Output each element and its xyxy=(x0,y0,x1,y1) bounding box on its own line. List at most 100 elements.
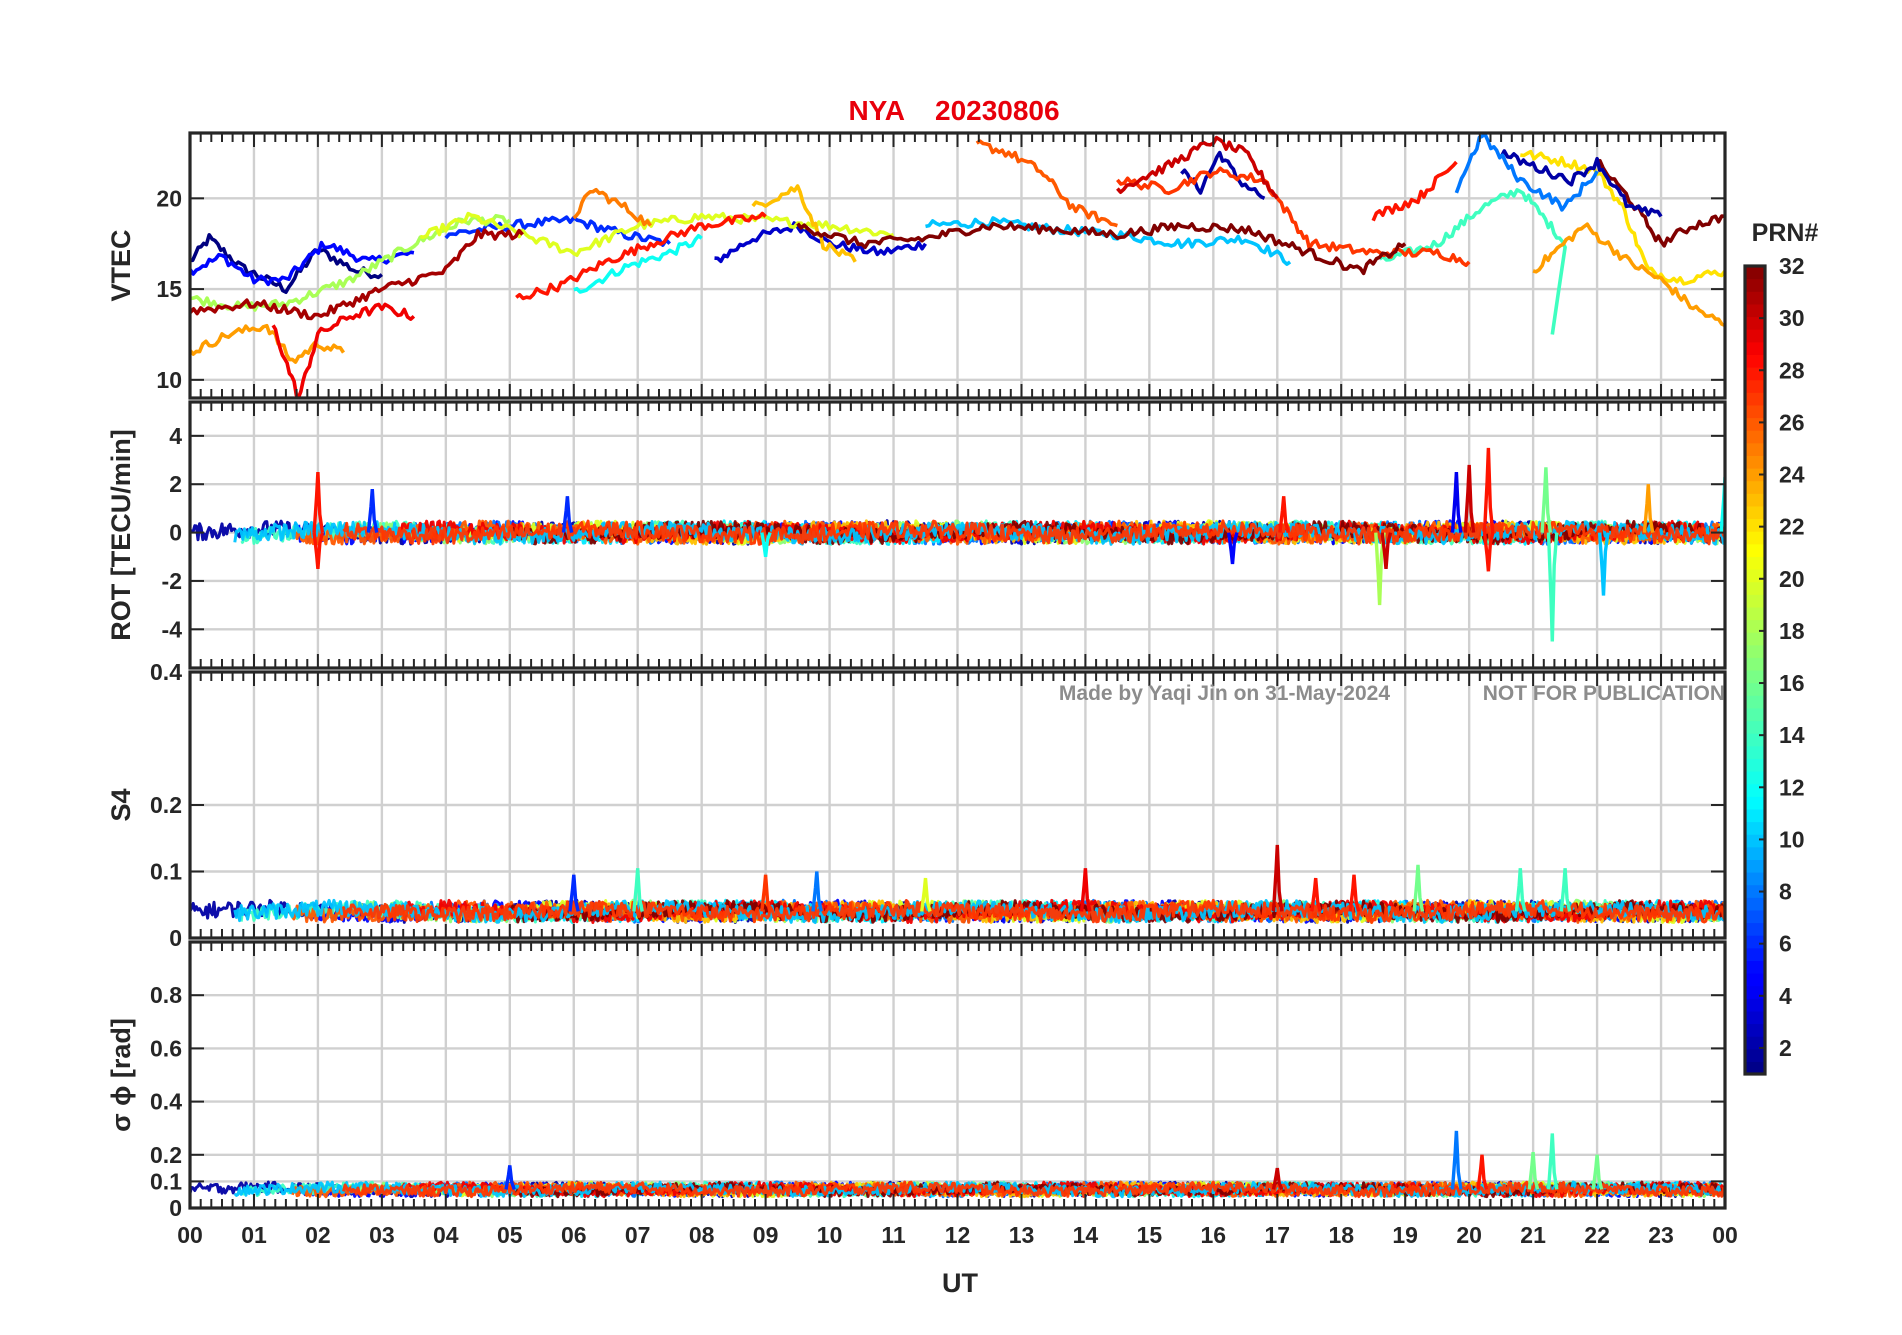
s4-spike xyxy=(920,877,932,912)
y-tick-label: -4 xyxy=(162,616,183,642)
colorbar-segment xyxy=(1745,619,1765,633)
colorbar-segment xyxy=(1745,695,1765,709)
colorbar-tick-label: 20 xyxy=(1779,566,1805,592)
x-tick-label: 13 xyxy=(1009,1222,1035,1248)
y-tick-label: 0.2 xyxy=(150,792,182,818)
vtec-series-prn-24 xyxy=(1532,222,1725,328)
rot-spike xyxy=(1482,532,1495,572)
x-axis: 00 01 02 03 04 05 06 07 08 09 10 11 12 13 14 15 16 17 18 19… xyxy=(177,1222,1738,1248)
rot-series-prn-27 xyxy=(342,519,1725,546)
panel-sigma_phi: 00.10.2 0.4 0.6 0.8 σ ϕ [rad] xyxy=(106,940,1727,1221)
y-tick-label: 2 xyxy=(169,471,182,497)
x-tick-label: 16 xyxy=(1201,1222,1227,1248)
colorbar-segment xyxy=(1745,796,1765,810)
rot-spike xyxy=(760,532,772,558)
vtec-series-prn-32 xyxy=(796,221,1407,276)
vtec-series-prn-3 xyxy=(714,221,927,264)
x-tick-label: 22 xyxy=(1584,1222,1610,1248)
x-tick-label: 11 xyxy=(881,1222,906,1248)
colorbar-segment xyxy=(1745,834,1765,848)
colorbar-segment xyxy=(1745,468,1765,482)
colorbar-segment xyxy=(1745,392,1765,406)
rot-spike xyxy=(1278,496,1290,533)
colorbar-segment xyxy=(1745,354,1765,368)
colorbar-segment xyxy=(1745,821,1765,835)
colorbar-tick-label: 6 xyxy=(1779,931,1792,957)
vtec-series-prn-28 xyxy=(1371,160,1458,222)
s4-spike xyxy=(760,874,772,912)
rot-spike xyxy=(312,472,325,533)
rot-spike xyxy=(1227,532,1239,565)
colorbar-segment xyxy=(1745,1010,1765,1025)
y-tick-label: 4 xyxy=(169,423,182,449)
x-tick-label: 03 xyxy=(369,1222,395,1248)
s4-spike xyxy=(1514,868,1527,912)
colorbar-tick-label: 30 xyxy=(1779,305,1805,331)
y-tick-label: -2 xyxy=(162,568,182,594)
colorbar-segment xyxy=(1745,897,1765,911)
rot-spike xyxy=(1719,476,1725,533)
colorbar-tick-label: 24 xyxy=(1779,462,1805,488)
colorbar-segment xyxy=(1745,531,1765,545)
sigma_phi-spike xyxy=(1271,1167,1284,1191)
watermark-status: NOT FOR PUBLICATION xyxy=(1483,682,1725,705)
x-tick-label: 04 xyxy=(433,1222,459,1248)
x-tick-label: 17 xyxy=(1265,1222,1291,1248)
colorbar-tick-label: 2 xyxy=(1779,1035,1792,1061)
rot-spike xyxy=(1546,532,1559,642)
colorbar-segment xyxy=(1745,644,1765,658)
y-tick-label: 0.4 xyxy=(150,659,182,685)
colorbar-segment xyxy=(1745,973,1765,987)
rot-spike xyxy=(366,488,379,533)
colorbar-segment xyxy=(1745,884,1765,898)
colorbar-segment xyxy=(1745,404,1765,419)
y-tick-label: 20 xyxy=(156,185,182,211)
colorbar-segment xyxy=(1745,733,1765,747)
colorbar-segment xyxy=(1745,442,1765,456)
sigma_phi-spike xyxy=(1591,1154,1604,1190)
vtec-series-prn-14 xyxy=(1378,188,1567,335)
y-tick-label: 10 xyxy=(156,367,182,393)
vtec-series-prn-6 xyxy=(444,215,672,247)
colorbar-segment xyxy=(1745,278,1765,292)
colorbar-segment xyxy=(1745,935,1765,949)
x-tick-label: 10 xyxy=(817,1222,843,1248)
x-tick-label: 08 xyxy=(689,1222,715,1248)
colorbar-segment xyxy=(1745,606,1765,621)
colorbar-tick-label: 26 xyxy=(1779,409,1805,435)
y-tick-label: 0.1 xyxy=(150,1168,182,1194)
colorbar-segment xyxy=(1745,518,1765,532)
colorbar-segment xyxy=(1745,1023,1765,1037)
colorbar-segment xyxy=(1745,316,1765,330)
sigma_phi-spike xyxy=(504,1165,516,1190)
colorbar-segment xyxy=(1745,556,1765,570)
colorbar-tick-label: 14 xyxy=(1779,722,1805,748)
panel-rot: -4 -2 0 2 4 ROT [TECU/min] xyxy=(106,400,1727,670)
sigma_phi-spike xyxy=(1546,1133,1559,1190)
x-tick-label: 05 xyxy=(497,1222,523,1248)
y-tick-label: 0.1 xyxy=(150,859,182,885)
rot-spike xyxy=(1463,464,1476,533)
vtec-series-prn-29 xyxy=(271,302,416,398)
x-tick-label: 21 xyxy=(1520,1222,1546,1248)
colorbar-segment xyxy=(1745,329,1765,343)
colorbar-segment xyxy=(1745,569,1765,583)
x-tick-label: 07 xyxy=(625,1222,651,1248)
colorbar-tick-label: 28 xyxy=(1779,357,1805,383)
colorbar-segment xyxy=(1745,998,1765,1012)
x-tick-label: 06 xyxy=(561,1222,587,1248)
vtec-series-prn-23 xyxy=(751,184,857,263)
vtec-series-prn-25 xyxy=(572,187,652,227)
s4-spike xyxy=(811,871,823,912)
colorbar-segment xyxy=(1745,341,1765,355)
x-tick-label: 15 xyxy=(1137,1222,1163,1248)
series-group xyxy=(190,133,1725,398)
vtec-series-prn-5 xyxy=(190,240,415,287)
colorbar-tick-label: 18 xyxy=(1779,618,1805,644)
y-tick-label: 0 xyxy=(169,925,182,951)
colorbar-segment xyxy=(1745,657,1765,671)
series-group xyxy=(190,844,1725,924)
